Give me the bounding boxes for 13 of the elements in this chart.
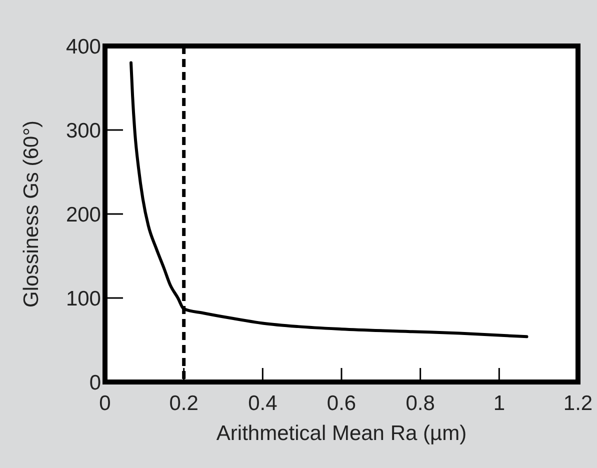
y-tick-label: 400 [66,35,101,58]
y-tick-label: 300 [66,119,101,142]
x-tick-label: 0.6 [326,392,356,415]
x-tick-label: 1 [493,392,506,415]
y-tick-label: 200 [66,203,101,226]
y-tick-label: 0 [89,371,101,394]
y-axis-title: Glossiness Gs (60°) [20,120,43,308]
x-tick-label: 0.8 [406,392,435,415]
x-tick-label: 0.4 [248,392,278,415]
y-tick-label: 100 [66,287,101,310]
x-tick-label: 0.2 [169,392,198,415]
x-axis-title: Arithmetical Mean Ra (µm) [216,422,467,445]
x-tick-label: 1.2 [563,392,593,415]
